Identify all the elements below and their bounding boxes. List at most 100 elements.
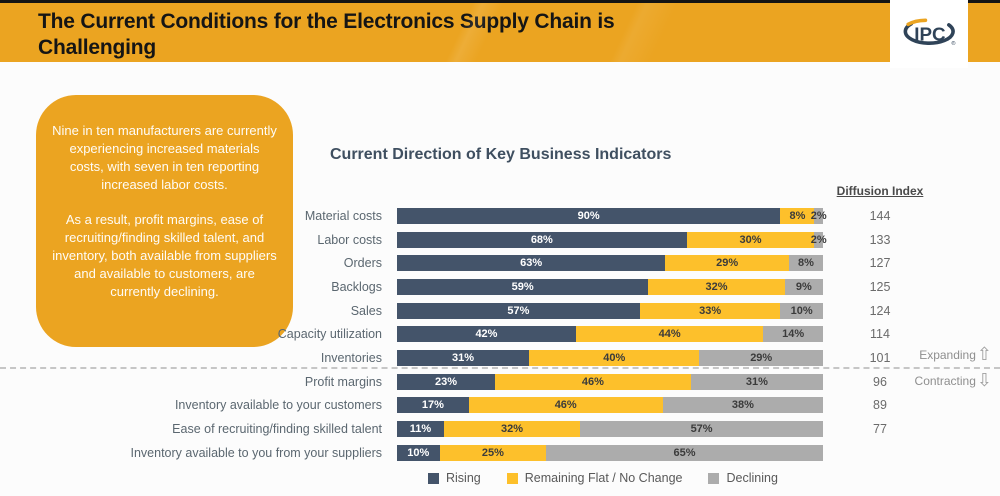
chart-row: Sales 57% 33% 10% 124 [0,299,1000,323]
legend-label: Rising [446,471,481,485]
bar-segment-declining: 8% [788,255,823,272]
stacked-bar: 11% 32% 57% [397,421,823,438]
segment-value: 57% [690,423,713,436]
bar-segment-flat: 32% [648,278,785,295]
bar-segment-declining: 2% [811,231,827,248]
bar-segment-rising: 31% [397,349,530,366]
chart-row: Material costs 90% 8% 2% 144 [0,204,1000,228]
expansion-threshold-line [0,367,1000,369]
segment-value: 44% [658,328,681,341]
chart-row: Inventory available to you from your sup… [0,441,1000,465]
bar-segment-flat: 33% [639,302,781,319]
segment-value: 31% [745,375,768,388]
diffusion-index-value: 89 [873,398,887,413]
diffusion-index-value: 144 [869,208,891,223]
segment-value: 2% [810,233,827,246]
row-label: Profit margins [304,374,382,389]
legend-item-declining: Declining [708,471,778,485]
segment-value: 2% [810,209,827,222]
bar-segment-declining: 65% [546,444,823,461]
stacked-bar: 90% 8% 2% [397,207,827,224]
row-label: Material costs [304,208,382,223]
segment-value: 32% [501,423,524,436]
bar-segment-flat: 46% [494,373,691,390]
legend-item-flat: Remaining Flat / No Change [506,471,682,485]
row-label: Orders [343,256,382,271]
bar-segment-declining: 38% [662,397,823,414]
segment-value: 10% [407,446,430,459]
stacked-bar: 57% 33% 10% [397,302,823,319]
bar-segment-declining: 2% [811,207,827,224]
bar-segment-flat: 32% [443,421,581,438]
down-arrow-icon: ⇩ [976,370,992,391]
legend: Rising Remaining Flat / No Change Declinin… [428,471,778,485]
stacked-bar: 68% 30% 2% [397,231,827,248]
bar-segment-flat: 8% [780,207,815,224]
diffusion-index-value: 133 [869,232,891,247]
chart-row: Orders 63% 29% 8% 127 [0,251,1000,275]
segment-value: 10% [790,304,813,317]
row-label: Backlogs [331,279,382,294]
segment-value: 8% [797,257,814,270]
bar-segment-rising: 23% [397,373,495,390]
chart-row: Inventory available to your customers 17%… [0,394,1000,418]
bar-segment-rising: 90% [397,207,781,224]
diffusion-index-value: 114 [870,327,890,342]
bar-segment-rising: 17% [397,397,469,414]
legend-label: Declining [726,471,778,485]
legend-swatch-declining [708,472,720,484]
row-label: Inventory available to your customers [174,398,382,413]
chart-row: Labor costs 68% 30% 2% 133 [0,228,1000,252]
segment-value: 65% [673,446,696,459]
bar-segment-rising: 42% [397,326,576,343]
row-label: Ease of recruiting/finding skilled talen… [172,422,382,437]
bar-segment-flat: 44% [575,326,764,343]
header-banner: The Current Conditions for the Electroni… [0,0,1000,62]
chart-row: Backlogs 59% 32% 9% 125 [0,275,1000,299]
bar-segment-declining: 10% [780,302,823,319]
stacked-bar: 17% 46% 38% [397,397,823,414]
segment-value: 11% [409,423,432,436]
registered-mark: ® [951,40,956,47]
chart-row: Profit margins 23% 46% 31% 96 [0,370,1000,394]
bar-segment-flat: 40% [529,349,700,366]
bar-segment-flat: 29% [665,255,789,272]
stacked-bar: 31% 40% 29% [397,349,823,366]
bar-segment-flat: 46% [468,397,663,414]
bar-segment-flat: 25% [439,444,547,461]
callout-paragraph-2: As a result, profit margins, ease of rec… [52,211,277,299]
segment-value: 29% [716,257,739,270]
bar-segment-declining: 57% [580,421,823,438]
diffusion-index-value: 127 [869,256,891,271]
callout-paragraph-1: Nine in ten manufacturers are currently … [52,123,277,192]
segment-value: 38% [731,399,754,412]
row-label: Inventory available to you from your sup… [130,445,382,460]
segment-value: 23% [434,375,457,388]
bar-segment-declining: 14% [763,326,823,343]
segment-value: 31% [452,351,475,364]
bar-segment-flat: 30% [686,231,815,248]
ipc-logo: IPC ® [890,0,968,68]
segment-value: 46% [554,399,577,412]
bar-segment-rising: 59% [397,278,649,295]
diffusion-index-value: 124 [869,303,891,318]
segment-value: 25% [481,446,504,459]
segment-value: 68% [530,233,553,246]
bar-segment-rising: 63% [397,255,666,272]
bar-chart: Material costs 90% 8% 2% 144 Labor costs 68% 30… [0,204,1000,465]
bar-segment-rising: 68% [397,231,687,248]
contracting-label: Contracting [914,374,976,388]
bar-segment-declining: 31% [690,373,823,390]
ipc-logo-icon: IPC ® [903,18,956,47]
legend-swatch-rising [428,472,439,484]
segment-value: 32% [705,280,728,293]
diffusion-index-value: 96 [873,374,887,389]
row-label: Sales [350,303,382,318]
diffusion-index-value: 125 [869,279,891,294]
row-label: Inventories [320,350,382,365]
segment-value: 29% [750,351,773,364]
row-label: Labor costs [317,232,382,247]
bar-segment-rising: 10% [397,444,440,461]
segment-value: 59% [511,280,534,293]
legend-item-rising: Rising [428,471,481,485]
